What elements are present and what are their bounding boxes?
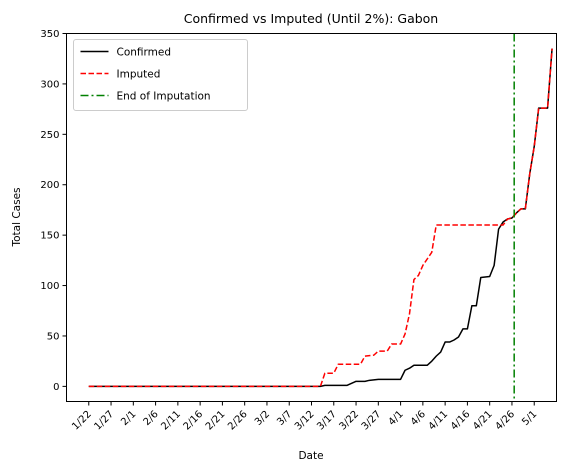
x-tick-label: 2/11 [159, 409, 183, 433]
x-tick-label: 3/22 [338, 409, 362, 433]
x-tick-label: 1/27 [93, 409, 117, 433]
y-tick-label: 150 [40, 231, 59, 242]
y-axis-title: Total Cases [11, 187, 23, 247]
legend: Confirmed Imputed End of Imputation [73, 39, 248, 111]
legend-box [73, 39, 248, 111]
series-line-confirmed [88, 48, 553, 388]
x-tick-label: 4/6 [409, 409, 428, 428]
x-tick-label: 4/1 [387, 409, 406, 428]
chart-title: Confirmed vs Imputed (Until 2%): Gabon [184, 11, 438, 26]
x-tick-label: 3/27 [360, 409, 384, 433]
y-tick-label: 250 [40, 130, 59, 141]
x-tick-label: 2/26 [226, 409, 250, 433]
x-tick-label: 3/7 [275, 409, 294, 428]
legend-label: Confirmed [117, 47, 172, 59]
x-tick-label: 3/2 [253, 409, 272, 428]
y-tick-label: 200 [40, 180, 59, 191]
x-tick-label: 3/17 [315, 409, 339, 433]
series-line-imputed [88, 48, 553, 388]
x-tick-label: 4/11 [427, 409, 451, 433]
x-tick-label: 4/21 [471, 409, 495, 433]
x-tick-label: 5/1 [520, 409, 539, 428]
x-tick-label: 2/16 [182, 409, 206, 433]
x-axis: 1/221/27 2/1 2/62/112/162/212/26 3/2 3/73/12… [70, 401, 539, 433]
x-tick-label: 4/16 [449, 409, 473, 433]
plot-area [88, 33, 553, 402]
x-tick-label: 1/22 [70, 409, 94, 433]
y-axis: 0 50 100 150 200 250 300 350 [40, 29, 67, 393]
x-axis-title: Date [298, 450, 323, 462]
legend-label: Imputed [117, 69, 161, 81]
x-tick-label: 2/21 [204, 409, 228, 433]
legend-label: End of Imputation [117, 91, 211, 103]
y-tick-label: 350 [40, 29, 59, 40]
y-tick-label: 100 [40, 281, 59, 292]
x-tick-label: 4/26 [493, 409, 517, 433]
x-tick-label: 2/1 [119, 409, 138, 428]
x-tick-label: 3/12 [293, 409, 317, 433]
y-tick-label: 300 [40, 79, 59, 90]
y-tick-label: 50 [47, 331, 60, 342]
x-tick-label: 2/6 [142, 409, 161, 428]
y-tick-label: 0 [53, 382, 59, 393]
